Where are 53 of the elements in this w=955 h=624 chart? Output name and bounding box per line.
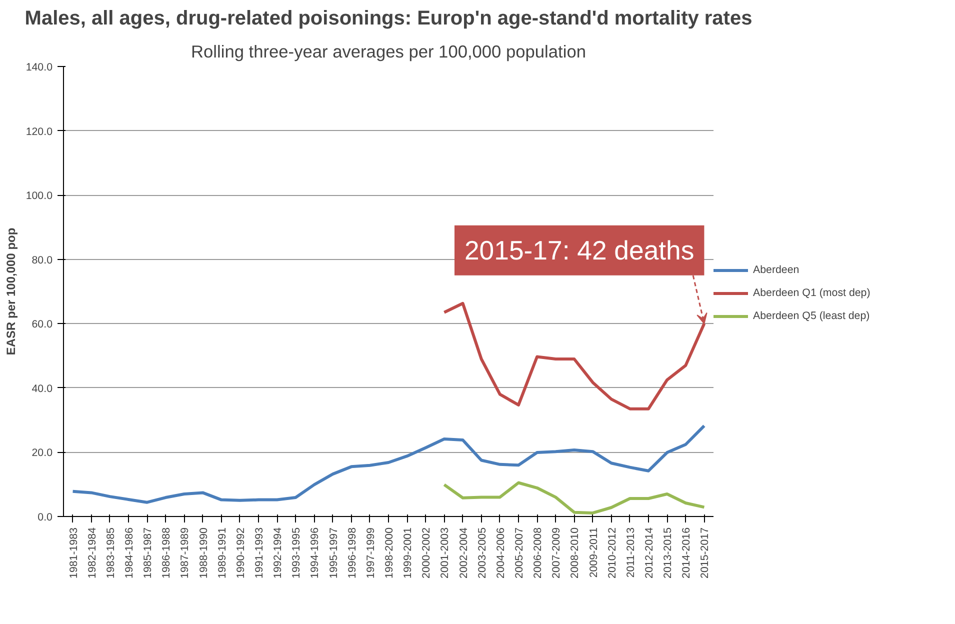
x-tick-label: 1987-1989 — [179, 527, 192, 578]
x-tick-label: 2003-2005 — [476, 527, 488, 578]
x-tick-label: 2014-2016 — [680, 527, 693, 578]
y-tick-label: 40.0 — [32, 382, 53, 395]
y-tick-label: 100.0 — [26, 190, 53, 202]
x-tick-label: 1985-1987 — [142, 527, 154, 578]
x-tick-label: 2008-2010 — [569, 527, 582, 578]
x-tick-label: 1995-1997 — [328, 527, 340, 578]
x-tick-label: 2010-2012 — [606, 527, 618, 578]
x-tick-label: 2013-2015 — [662, 527, 674, 578]
x-tick-label: 2012-2014 — [644, 527, 656, 578]
line-series — [442, 302, 706, 410]
chart-title: Males, all ages, drug-related poisonings: Europ'n age-stand'd mortality rates — [24, 8, 752, 30]
x-tick-label: 2004-2006 — [494, 527, 507, 578]
x-tick-label: 1999-2001 — [402, 527, 414, 578]
x-tick-label: 1994-1996 — [309, 527, 322, 578]
x-tick-label: 2005-2007 — [514, 527, 526, 578]
x-tick-label: 1988-1990 — [198, 527, 210, 578]
y-tick-label: 60.0 — [32, 318, 53, 331]
legend-label: Aberdeen Q1 (most dep) — [753, 287, 872, 299]
x-tick-label: 2006-2008 — [532, 527, 544, 578]
x-tick-label: 1993-1995 — [290, 527, 303, 578]
y-tick-label: 140.0 — [26, 62, 53, 74]
y-tick-label: 0.0 — [38, 512, 53, 524]
y-tick-label: 80.0 — [32, 254, 53, 266]
x-tick-label: 2000-2002 — [420, 527, 433, 578]
y-tick-label: 120.0 — [26, 126, 53, 138]
x-tick-label: 2009-2011 — [588, 527, 600, 578]
x-tick-label: 1991-1993 — [254, 527, 266, 578]
x-tick-label: 2015-2017 — [699, 527, 712, 578]
x-tick-label: 1990-1992 — [234, 527, 247, 578]
legend-label: Aberdeen Q5 (least dep) — [753, 310, 871, 322]
legend-label: Aberdeen — [753, 264, 800, 276]
x-tick-label: 1996-1998 — [346, 527, 358, 578]
x-tick-label: 1982-1984 — [86, 527, 98, 578]
x-tick-label: 1986-1988 — [160, 527, 173, 578]
y-axis-title: EASR per 100,000 pop — [4, 228, 18, 356]
x-tick-label: 1984-1986 — [124, 527, 136, 578]
x-tick-label: 1989-1991 — [216, 527, 228, 578]
x-tick-label: 1992-1994 — [272, 527, 284, 578]
line-series — [71, 424, 706, 504]
x-tick-label: 1981-1983 — [68, 527, 80, 578]
x-tick-label: 2007-2009 — [550, 527, 563, 578]
x-tick-label: 2011-2013 — [624, 527, 637, 578]
x-tick-label: 1983-1985 — [104, 527, 117, 578]
x-tick-label: 1997-1999 — [364, 527, 377, 578]
y-tick-label: 20.0 — [32, 447, 53, 460]
annotation: 2015-17: 42 deaths — [464, 235, 694, 266]
chart-subtitle: Rolling three-year averages per 100,000 population — [191, 42, 586, 62]
line-series — [442, 481, 706, 514]
x-tick-label: 1998-2000 — [384, 527, 396, 578]
x-tick-label: 2002-2004 — [458, 527, 470, 578]
x-tick-label: 2001-2003 — [439, 527, 452, 578]
